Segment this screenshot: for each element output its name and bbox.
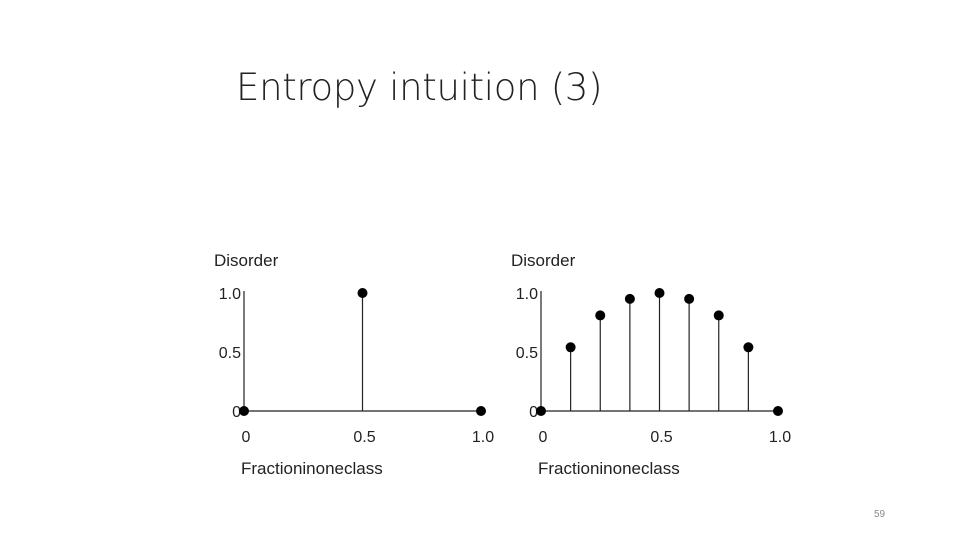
chart1-data-point: [239, 406, 249, 416]
chart1-x-tick-label: 1.0: [472, 429, 494, 446]
chart1-data-point: [357, 288, 368, 298]
chart2-data-point: [595, 310, 606, 321]
chart2-data-point: [624, 293, 635, 304]
chart1-data-point: [476, 406, 486, 416]
slide-title: Entropy intuition (3): [236, 66, 603, 109]
chart2-y-tick-label: 0: [529, 404, 538, 421]
chart1-x-tick-label: 0: [242, 429, 251, 446]
chart2-data-point: [773, 406, 783, 416]
chart2-data-point: [713, 310, 724, 321]
chart2-x-tick-label: 0: [539, 429, 548, 446]
chart2-x-tick-label: 0.5: [650, 429, 672, 446]
slide-number: 59: [874, 509, 886, 520]
chart1-y-tick-label: 0.5: [219, 345, 241, 362]
chart2-data-point: [536, 406, 546, 416]
chart2-data-point: [654, 288, 665, 298]
chart1-y-tick-label: 1.0: [219, 286, 241, 303]
chart2-x-tick-label: 1.0: [769, 429, 791, 446]
chart2-data-point: [565, 342, 576, 353]
chart2-y-tick-label: 0.5: [516, 345, 538, 362]
chart2-data-point: [743, 342, 754, 353]
chart1-x-axis-label: Fractioninoneclass: [241, 459, 383, 478]
chart1-x-tick-label: 0.5: [353, 429, 375, 446]
chart1-y-tick-label: 0: [232, 404, 241, 421]
chart1-y-axis-label: Disorder: [214, 251, 279, 270]
chart2-y-tick-label: 1.0: [516, 286, 538, 303]
chart2-y-axis-label: Disorder: [511, 251, 576, 270]
chart2-x-axis-label: Fractioninoneclass: [538, 459, 680, 478]
chart2-data-point: [684, 293, 695, 304]
